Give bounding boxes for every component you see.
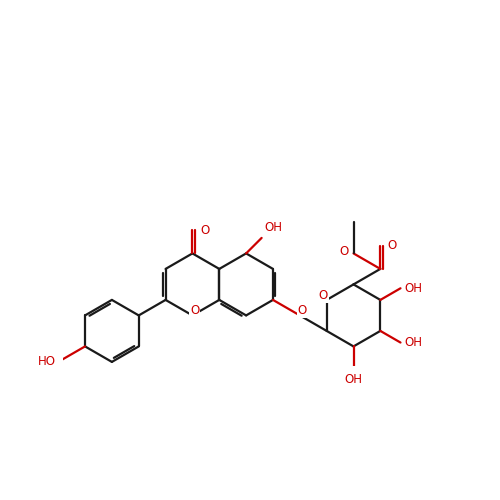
Text: OH: OH bbox=[344, 374, 362, 386]
Text: OH: OH bbox=[264, 222, 282, 234]
Text: HO: HO bbox=[38, 356, 56, 368]
Text: OH: OH bbox=[404, 282, 422, 295]
Text: O: O bbox=[190, 304, 200, 318]
Text: O: O bbox=[387, 239, 396, 252]
Text: O: O bbox=[298, 304, 306, 318]
Text: O: O bbox=[200, 224, 210, 236]
Text: O: O bbox=[318, 289, 328, 302]
Text: OH: OH bbox=[404, 336, 422, 349]
Text: O: O bbox=[340, 244, 349, 258]
